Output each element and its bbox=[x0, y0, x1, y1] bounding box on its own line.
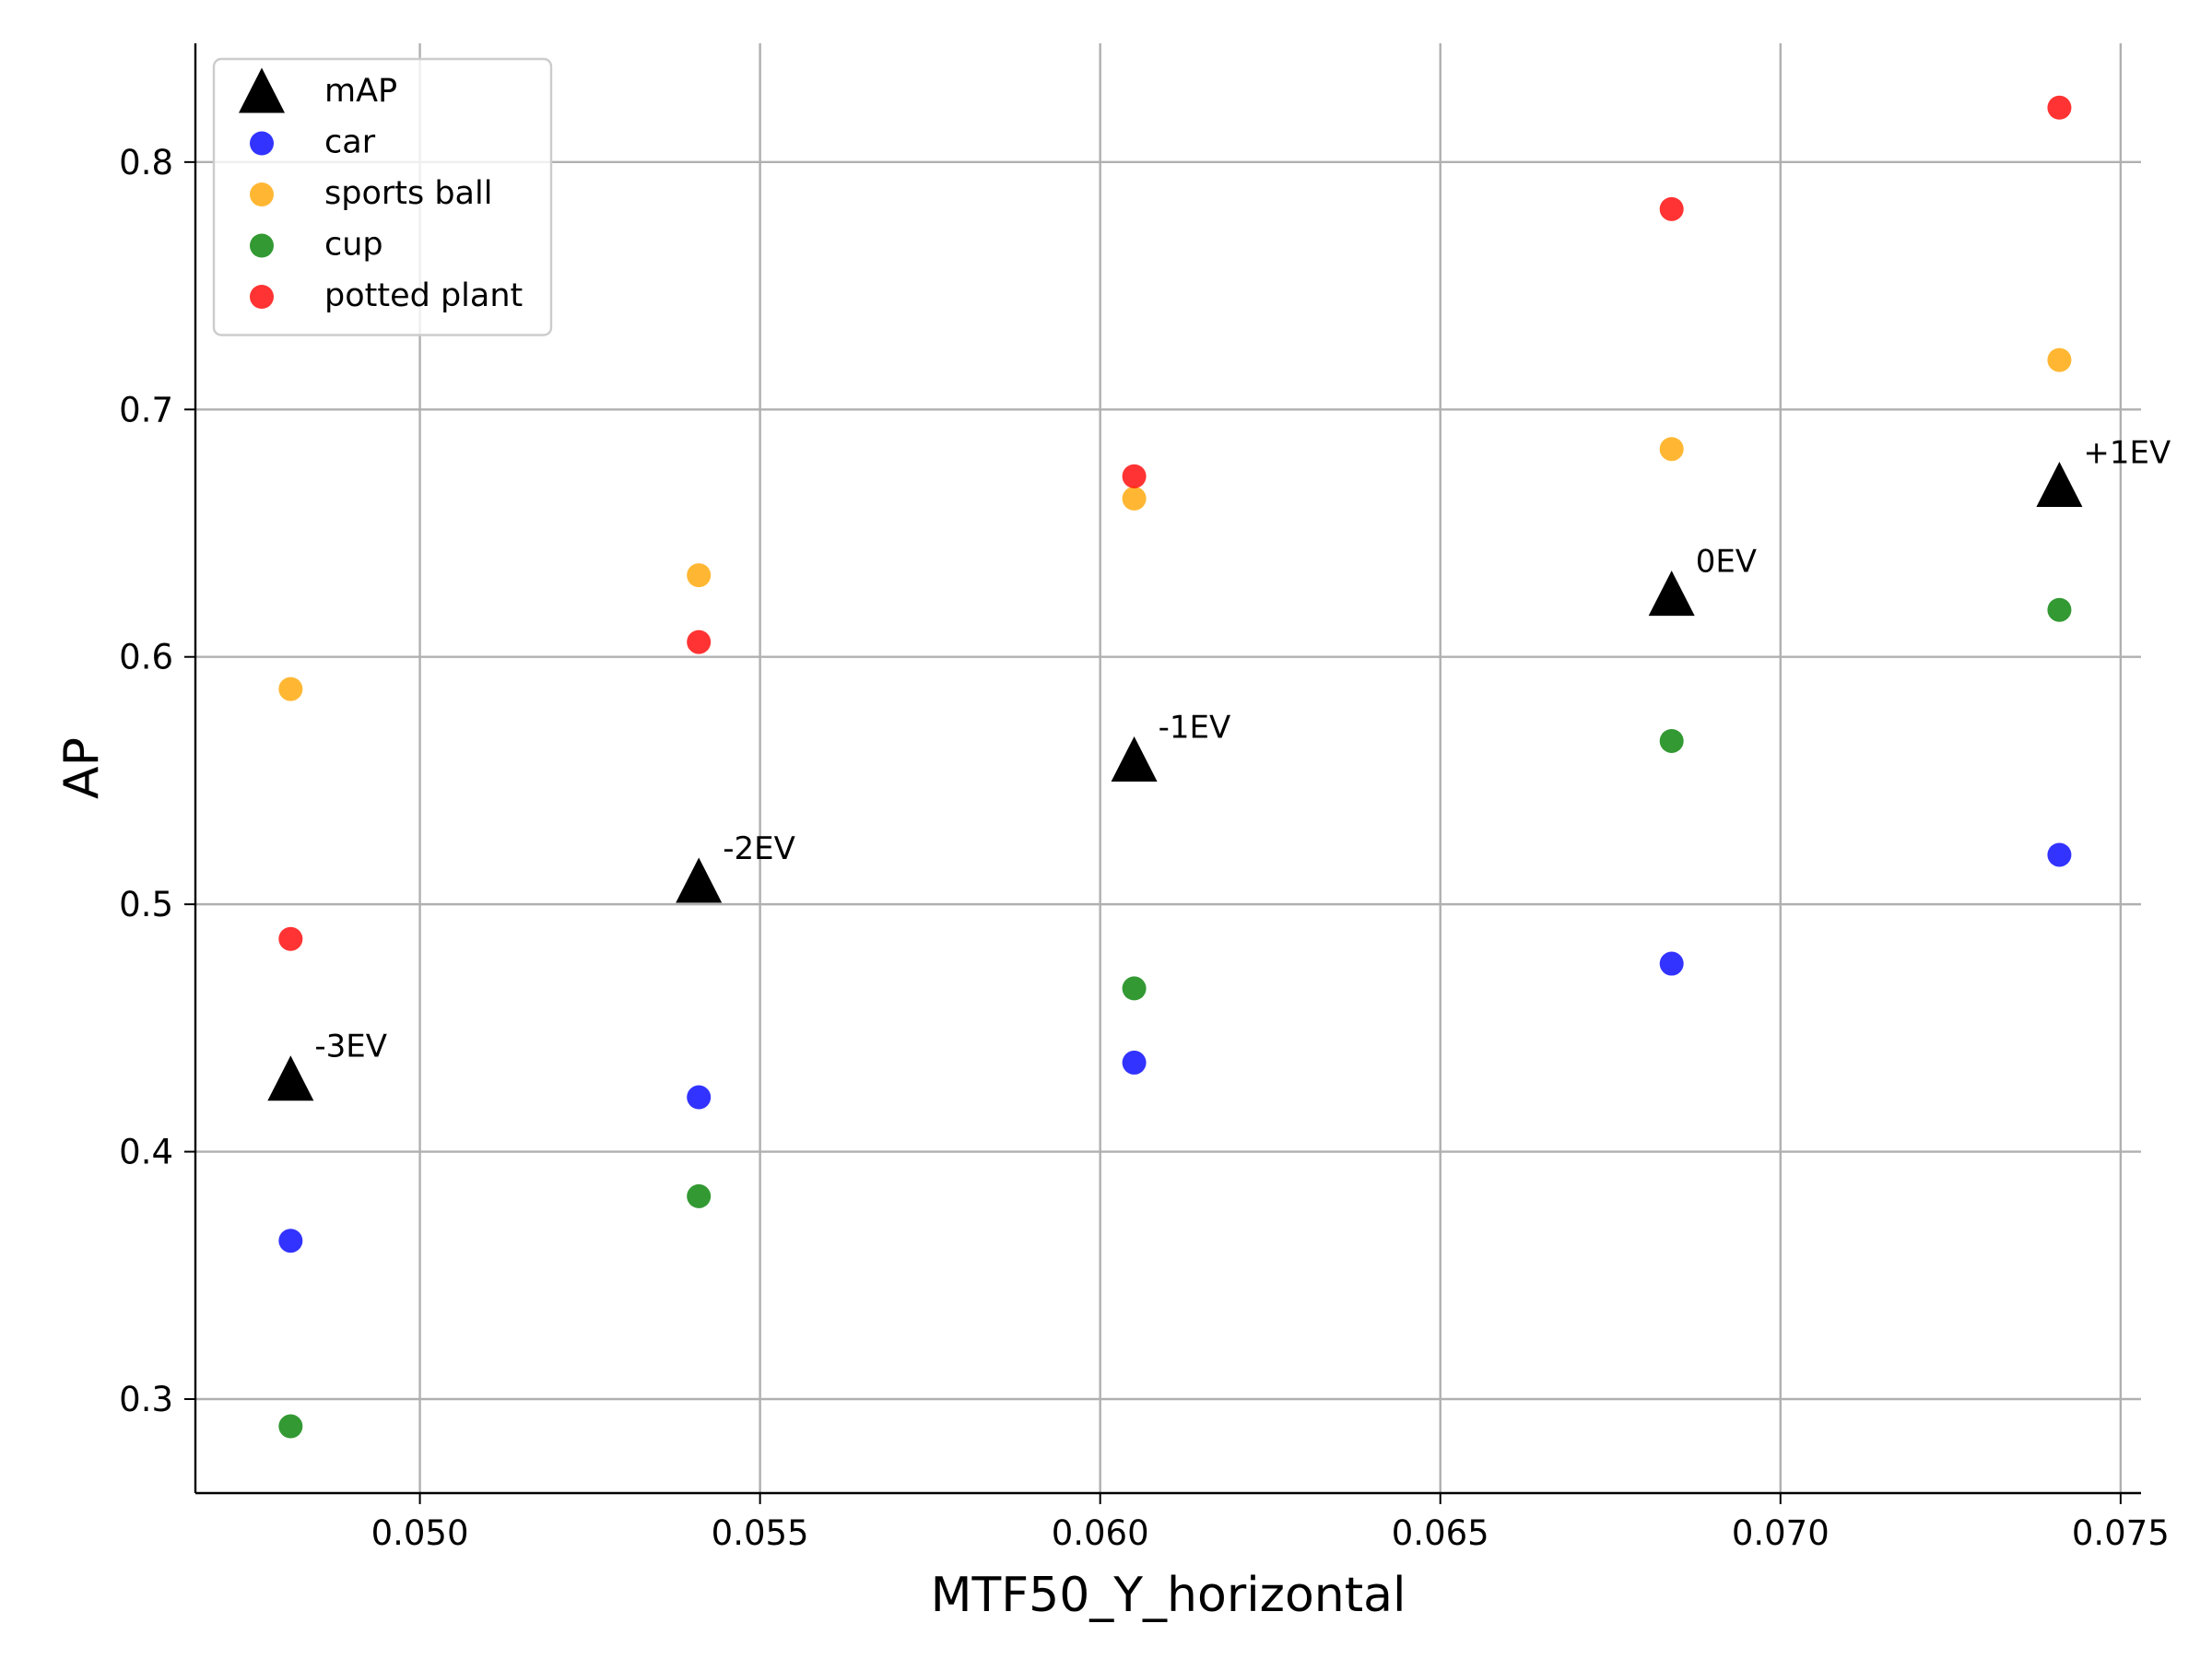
point-map bbox=[267, 1055, 314, 1101]
point-map bbox=[2036, 461, 2083, 507]
point-sports-ball bbox=[1659, 437, 1684, 462]
point-car bbox=[2047, 842, 2072, 867]
legend-label-potted-plant: potted plant bbox=[324, 277, 523, 314]
x-tick-label: 0.065 bbox=[1392, 1513, 1489, 1553]
y-tick-label: 0.5 bbox=[119, 885, 173, 924]
legend-marker-map bbox=[239, 67, 285, 113]
point-cup bbox=[1659, 728, 1684, 753]
y-tick-label: 0.6 bbox=[119, 638, 173, 677]
y-tick-label: 0.4 bbox=[119, 1133, 173, 1172]
legend: mAP car sports ball cup potted plant bbox=[212, 57, 553, 336]
y-tick-label: 0.3 bbox=[119, 1380, 173, 1419]
y-tick-label: 0.7 bbox=[119, 390, 173, 429]
point-car bbox=[687, 1085, 712, 1110]
legend-marker-cup bbox=[250, 233, 274, 258]
point-sports-ball bbox=[278, 677, 303, 701]
legend-marker-sports-ball bbox=[250, 182, 274, 206]
point-annotations: -3EV -2EV -1EV 0EV +1EV bbox=[314, 434, 2171, 1065]
data-points bbox=[267, 95, 2083, 1439]
point-potted-plant bbox=[1122, 464, 1147, 488]
point-potted-plant bbox=[1659, 196, 1684, 221]
point-cup bbox=[278, 1414, 303, 1439]
legend-marker-car bbox=[250, 131, 274, 156]
legend-label-car: car bbox=[324, 124, 376, 161]
tick-labels: 0.050 0.055 0.060 0.065 0.070 0.075 0.3 0.4 0.5 0… bbox=[119, 143, 2170, 1553]
legend-marker-potted-plant bbox=[250, 285, 274, 309]
x-axis-title: MTF50_Y_horizontal bbox=[931, 1568, 1406, 1623]
point-annotation: -2EV bbox=[723, 830, 795, 867]
point-sports-ball bbox=[2047, 347, 2072, 372]
point-sports-ball bbox=[687, 563, 712, 588]
point-potted-plant bbox=[2047, 95, 2072, 120]
legend-box bbox=[212, 57, 553, 336]
point-annotation: -3EV bbox=[314, 1029, 387, 1065]
point-car bbox=[278, 1229, 303, 1253]
legend-label-map: mAP bbox=[324, 73, 397, 110]
axes bbox=[184, 43, 2141, 1504]
legend-label-cup: cup bbox=[324, 227, 383, 264]
point-annotation: 0EV bbox=[1696, 544, 1757, 581]
x-tick-label: 0.070 bbox=[1732, 1513, 1830, 1553]
point-map bbox=[1111, 735, 1158, 782]
point-potted-plant bbox=[687, 629, 712, 654]
x-tick-label: 0.050 bbox=[371, 1513, 469, 1553]
point-map bbox=[1648, 571, 1695, 617]
point-annotation: -1EV bbox=[1159, 709, 1231, 746]
x-tick-label: 0.075 bbox=[2072, 1513, 2170, 1553]
x-tick-label: 0.055 bbox=[712, 1513, 809, 1553]
point-map bbox=[676, 857, 723, 903]
point-cup bbox=[2047, 597, 2072, 622]
point-car bbox=[1122, 1050, 1147, 1075]
y-tick-label: 0.8 bbox=[119, 143, 173, 182]
point-sports-ball bbox=[1122, 486, 1147, 511]
legend-label-sports-ball: sports ball bbox=[324, 175, 492, 212]
y-axis-title: AP bbox=[54, 737, 110, 799]
point-cup bbox=[1122, 976, 1147, 1001]
point-potted-plant bbox=[278, 926, 303, 951]
point-annotation: +1EV bbox=[2083, 434, 2171, 471]
point-cup bbox=[687, 1183, 712, 1208]
x-tick-label: 0.060 bbox=[1052, 1513, 1149, 1553]
point-car bbox=[1659, 951, 1684, 976]
